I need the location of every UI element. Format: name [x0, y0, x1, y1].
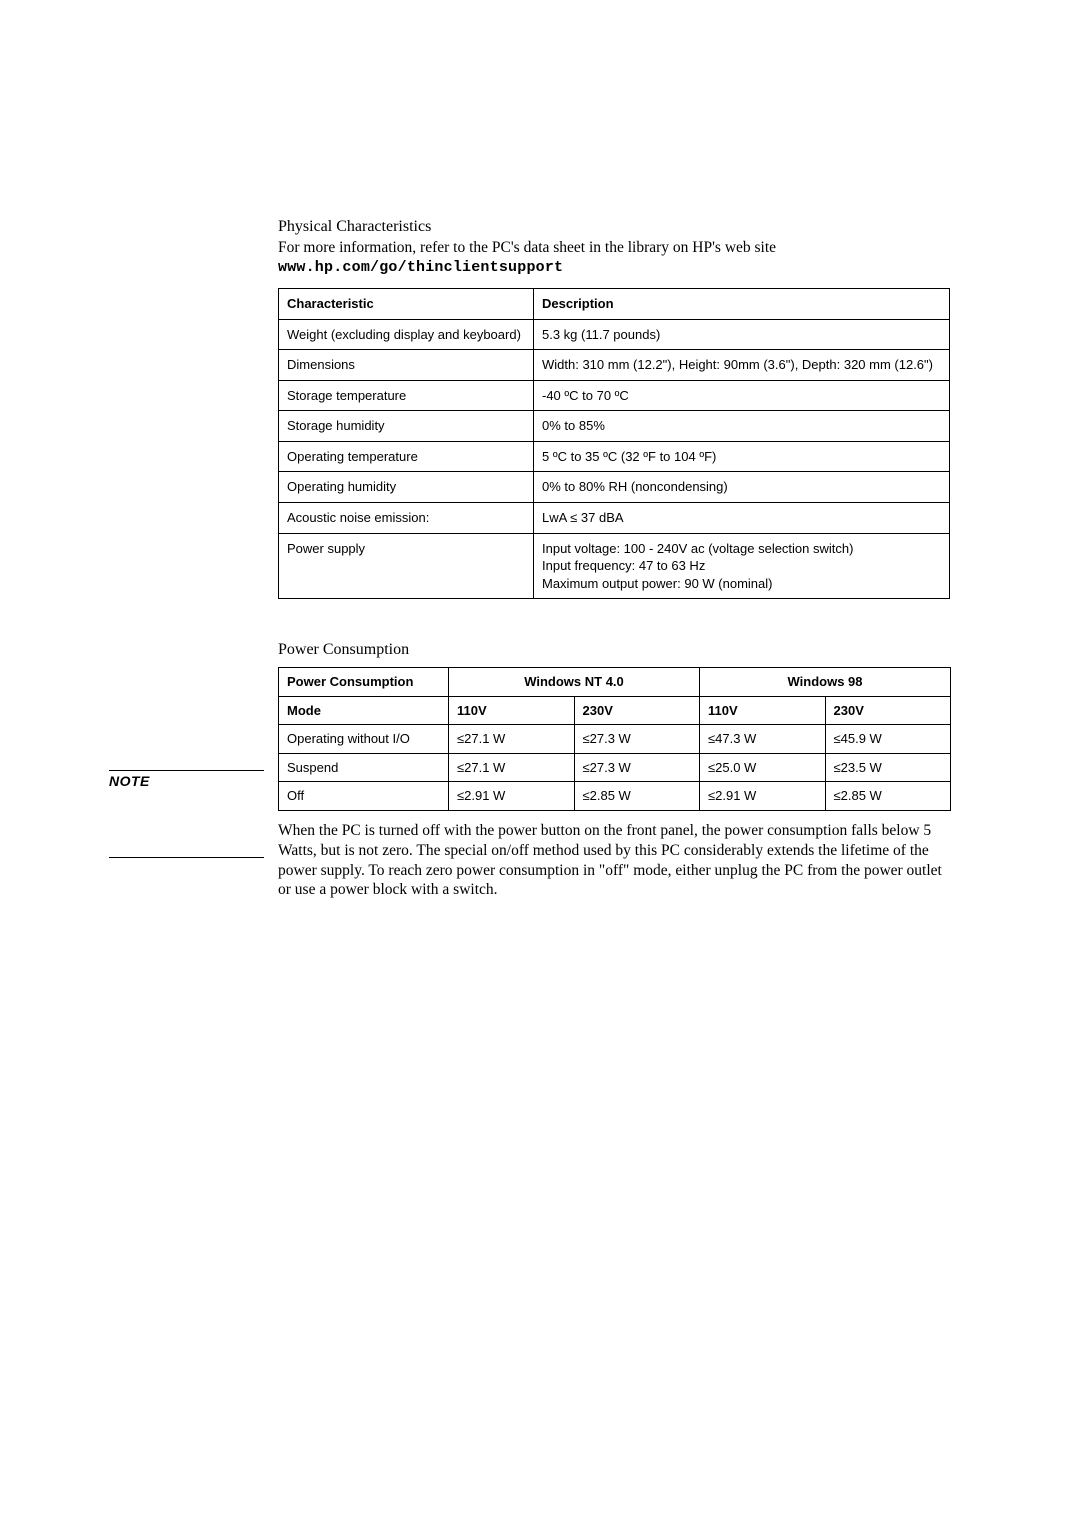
table-row: Power supply Input voltage: 100 - 240V a… — [279, 533, 950, 599]
section1-intro-text: For more information, refer to the PC's … — [278, 239, 776, 256]
physical-characteristics-table: Characteristic Description Weight (exclu… — [278, 288, 950, 599]
col-header-110v: 110V — [449, 696, 575, 725]
cell-value: ≤27.3 W — [574, 725, 700, 754]
page-body: Physical Characteristics For more inform… — [278, 218, 950, 900]
table-row: Storage temperature -40 ºC to 70 ºC — [279, 380, 950, 411]
table-row: Operating temperature 5 ºC to 35 ºC (32 … — [279, 441, 950, 472]
cell-description: 0% to 85% — [534, 411, 950, 442]
cell-characteristic: Weight (excluding display and keyboard) — [279, 319, 534, 350]
cell-characteristic: Storage humidity — [279, 411, 534, 442]
cell-mode: Off — [279, 782, 449, 811]
cell-value: ≤2.85 W — [574, 782, 700, 811]
cell-value: ≤45.9 W — [825, 725, 951, 754]
cell-characteristic: Dimensions — [279, 350, 534, 381]
section1-intro: For more information, refer to the PC's … — [278, 238, 950, 278]
col-header-230v: 230V — [825, 696, 951, 725]
cell-description: -40 ºC to 70 ºC — [534, 380, 950, 411]
cell-characteristic: Acoustic noise emission: — [279, 502, 534, 533]
cell-description: Input voltage: 100 - 240V ac (voltage se… — [534, 533, 950, 599]
table-row: Suspend ≤27.1 W ≤27.3 W ≤25.0 W ≤23.5 W — [279, 753, 951, 782]
note-paragraph: When the PC is turned off with the power… — [278, 821, 950, 900]
cell-mode: Suspend — [279, 753, 449, 782]
table-row: Off ≤2.91 W ≤2.85 W ≤2.91 W ≤2.85 W — [279, 782, 951, 811]
col-header-mode: Mode — [279, 696, 449, 725]
col-header-characteristic: Characteristic — [279, 289, 534, 320]
table-subheader-row: Mode 110V 230V 110V 230V — [279, 696, 951, 725]
col-header-win98: Windows 98 — [700, 668, 951, 697]
table-header-row: Power Consumption Windows NT 4.0 Windows… — [279, 668, 951, 697]
cell-value: ≤2.85 W — [825, 782, 951, 811]
col-header-power: Power Consumption — [279, 668, 449, 697]
table-row: Dimensions Width: 310 mm (12.2"), Height… — [279, 350, 950, 381]
table-row: Operating without I/O ≤27.1 W ≤27.3 W ≤4… — [279, 725, 951, 754]
table-row: Acoustic noise emission: LwA ≤ 37 dBA — [279, 502, 950, 533]
cell-value: ≤23.5 W — [825, 753, 951, 782]
cell-value: ≤2.91 W — [700, 782, 826, 811]
note-rule — [109, 857, 264, 858]
col-header-description: Description — [534, 289, 950, 320]
cell-characteristic: Power supply — [279, 533, 534, 599]
col-header-nt40: Windows NT 4.0 — [449, 668, 700, 697]
cell-value: ≤47.3 W — [700, 725, 826, 754]
cell-description: 0% to 80% RH (noncondensing) — [534, 472, 950, 503]
cell-characteristic: Operating humidity — [279, 472, 534, 503]
section1-title: Physical Characteristics — [278, 218, 950, 236]
col-header-230v: 230V — [574, 696, 700, 725]
cell-description: Width: 310 mm (12.2"), Height: 90mm (3.6… — [534, 350, 950, 381]
table-row: Storage humidity 0% to 85% — [279, 411, 950, 442]
cell-description: 5.3 kg (11.7 pounds) — [534, 319, 950, 350]
cell-value: ≤27.3 W — [574, 753, 700, 782]
cell-value: ≤27.1 W — [449, 753, 575, 782]
note-label: NOTE — [109, 770, 264, 789]
cell-description: 5 ºC to 35 ºC (32 ºF to 104 ºF) — [534, 441, 950, 472]
table-row: Operating humidity 0% to 80% RH (noncond… — [279, 472, 950, 503]
cell-characteristic: Storage temperature — [279, 380, 534, 411]
col-header-110v: 110V — [700, 696, 826, 725]
cell-description: LwA ≤ 37 dBA — [534, 502, 950, 533]
cell-mode: Operating without I/O — [279, 725, 449, 754]
table-row: Weight (excluding display and keyboard) … — [279, 319, 950, 350]
cell-characteristic: Operating temperature — [279, 441, 534, 472]
cell-value: ≤2.91 W — [449, 782, 575, 811]
cell-value: ≤25.0 W — [700, 753, 826, 782]
cell-value: ≤27.1 W — [449, 725, 575, 754]
table-header-row: Characteristic Description — [279, 289, 950, 320]
power-consumption-table: Power Consumption Windows NT 4.0 Windows… — [278, 667, 951, 811]
section1-url: www.hp.com/go/thinclientsupport — [278, 259, 563, 276]
section2-title: Power Consumption — [278, 641, 950, 659]
